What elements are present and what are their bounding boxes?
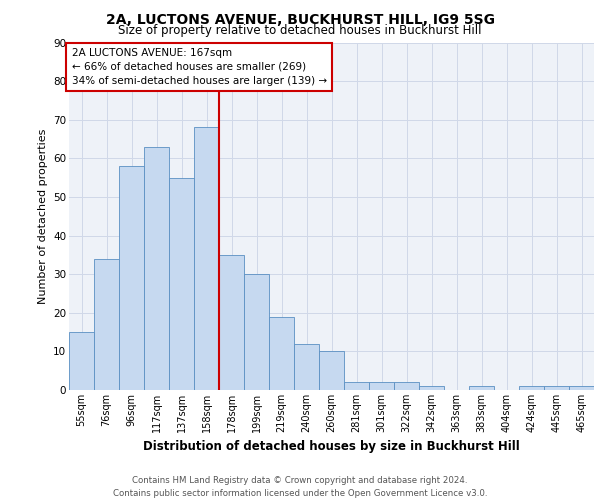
Text: Size of property relative to detached houses in Buckhurst Hill: Size of property relative to detached ho… [118,24,482,37]
Bar [319,352,344,390]
X-axis label: Distribution of detached houses by size in Buckhurst Hill: Distribution of detached houses by size … [143,440,520,454]
Bar [419,386,444,390]
Bar [544,386,569,390]
Bar [94,258,119,390]
Bar [219,255,244,390]
Bar [469,386,494,390]
Text: 2A, LUCTONS AVENUE, BUCKHURST HILL, IG9 5SG: 2A, LUCTONS AVENUE, BUCKHURST HILL, IG9 … [106,12,494,26]
Bar [169,178,194,390]
Bar [119,166,144,390]
Bar [569,386,594,390]
Text: 2A LUCTONS AVENUE: 167sqm
← 66% of detached houses are smaller (269)
34% of semi: 2A LUCTONS AVENUE: 167sqm ← 66% of detac… [71,48,327,86]
Bar [519,386,544,390]
Text: Contains HM Land Registry data © Crown copyright and database right 2024.: Contains HM Land Registry data © Crown c… [132,476,468,485]
Bar [369,382,394,390]
Bar [294,344,319,390]
Bar [344,382,369,390]
Bar [269,316,294,390]
Bar [244,274,269,390]
Bar [194,128,219,390]
Bar [69,332,94,390]
Text: Contains public sector information licensed under the Open Government Licence v3: Contains public sector information licen… [113,489,487,498]
Y-axis label: Number of detached properties: Number of detached properties [38,128,47,304]
Bar [394,382,419,390]
Bar [144,147,169,390]
